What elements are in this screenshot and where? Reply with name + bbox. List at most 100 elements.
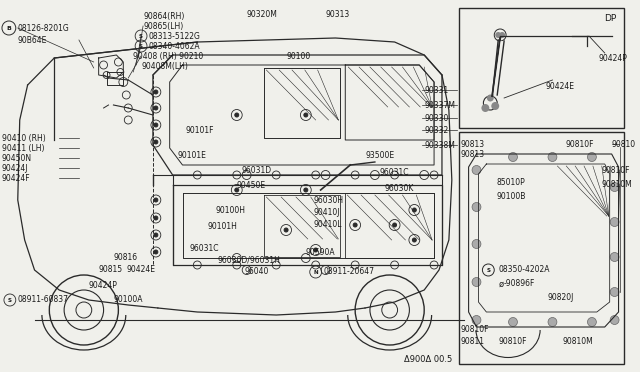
Text: 90424F: 90424F [2, 173, 31, 183]
Text: 90101H: 90101H [207, 221, 237, 231]
Text: 90408M(LH): 90408M(LH) [141, 61, 188, 71]
Circle shape [481, 104, 490, 112]
Text: S: S [486, 267, 490, 273]
Text: 96031C: 96031C [189, 244, 219, 253]
Text: 90410J: 90410J [314, 208, 340, 217]
Text: 90411 (LH): 90411 (LH) [2, 144, 44, 153]
Text: 08340-4062A: 08340-4062A [149, 42, 200, 51]
Circle shape [499, 32, 505, 38]
Text: 08313-5122G: 08313-5122G [149, 32, 201, 41]
Text: B: B [6, 26, 12, 31]
Circle shape [154, 198, 158, 202]
Circle shape [412, 208, 416, 212]
Text: 96040: 96040 [244, 267, 269, 276]
Text: 85010P: 85010P [496, 177, 525, 186]
Text: 96031C: 96031C [380, 167, 410, 176]
Text: 90810M: 90810M [563, 337, 593, 346]
Text: 90424E: 90424E [545, 81, 575, 90]
Circle shape [610, 288, 619, 296]
Text: 90330: 90330 [424, 113, 449, 122]
Text: 90811: 90811 [461, 337, 484, 346]
Circle shape [235, 113, 239, 117]
Text: 90410L: 90410L [314, 219, 342, 228]
Text: 90424E: 90424E [126, 266, 156, 275]
Text: 90816: 90816 [113, 253, 138, 263]
Circle shape [412, 238, 416, 242]
Circle shape [235, 188, 239, 192]
Text: 90332: 90332 [424, 125, 449, 135]
Text: 90100A: 90100A [113, 295, 143, 305]
Circle shape [610, 218, 619, 227]
Text: 90313: 90313 [326, 10, 350, 19]
Circle shape [610, 315, 619, 324]
Circle shape [154, 90, 158, 94]
Bar [459, 8, 625, 128]
Circle shape [610, 183, 619, 192]
Circle shape [304, 113, 308, 117]
Text: DP: DP [604, 13, 616, 22]
Circle shape [509, 153, 517, 161]
Circle shape [304, 188, 308, 192]
Text: 96030H: 96030H [314, 196, 344, 205]
Text: 90424P: 90424P [89, 282, 118, 291]
Text: 90810F: 90810F [565, 140, 594, 148]
Circle shape [472, 315, 481, 324]
Circle shape [588, 153, 596, 161]
Text: 90864(RH): 90864(RH) [143, 12, 184, 20]
Circle shape [472, 240, 481, 248]
Text: 96030K: 96030K [385, 183, 414, 192]
Text: Δ900Δ 00.5: Δ900Δ 00.5 [404, 356, 452, 365]
Text: 90100: 90100 [286, 51, 310, 61]
Circle shape [548, 317, 557, 327]
Text: 90813: 90813 [461, 140, 485, 148]
Circle shape [610, 253, 619, 262]
Circle shape [314, 248, 317, 252]
Text: 08911-20647: 08911-20647 [324, 267, 374, 276]
Text: 90813: 90813 [461, 150, 485, 158]
Text: 90408 (RH) 90210: 90408 (RH) 90210 [133, 51, 204, 61]
Bar [459, 132, 625, 364]
Circle shape [284, 228, 288, 232]
Text: 90815: 90815 [99, 266, 123, 275]
Circle shape [472, 166, 481, 174]
Circle shape [487, 94, 493, 102]
Text: 90320M: 90320M [246, 10, 278, 19]
Text: 90B64E: 90B64E [18, 35, 47, 45]
Text: S: S [139, 44, 143, 48]
Text: 90331: 90331 [424, 86, 449, 94]
Circle shape [588, 317, 596, 327]
Text: 90450N: 90450N [2, 154, 32, 163]
Text: 90100B: 90100B [496, 192, 525, 201]
Text: 90810F: 90810F [602, 166, 630, 174]
Text: S: S [8, 298, 12, 302]
Text: 90810M: 90810M [602, 180, 632, 189]
Text: 90424J: 90424J [2, 164, 28, 173]
Text: 96030D/96031H: 96030D/96031H [217, 256, 280, 264]
Text: 90820J: 90820J [548, 292, 574, 301]
Circle shape [509, 317, 517, 327]
Text: 08126-8201G: 08126-8201G [18, 23, 70, 32]
Text: 93500E: 93500E [365, 151, 394, 160]
Text: 90101E: 90101E [177, 151, 207, 160]
Text: -90896F: -90896F [503, 279, 534, 289]
Circle shape [154, 250, 158, 254]
Text: 90424P: 90424P [599, 54, 628, 62]
Text: 90810F: 90810F [461, 326, 489, 334]
Text: 90338M: 90338M [424, 141, 455, 150]
Circle shape [472, 278, 481, 286]
Circle shape [392, 223, 397, 227]
Text: 90810F: 90810F [498, 337, 527, 346]
Circle shape [154, 140, 158, 144]
Circle shape [154, 216, 158, 220]
Text: N: N [314, 269, 318, 275]
Circle shape [154, 106, 158, 110]
Text: ø: ø [498, 279, 503, 289]
Circle shape [154, 233, 158, 237]
Text: 90865(LH): 90865(LH) [143, 22, 183, 31]
Text: S: S [139, 33, 143, 38]
Text: 08350-4202A: 08350-4202A [498, 266, 550, 275]
Circle shape [154, 123, 158, 127]
Text: 90590A: 90590A [306, 247, 335, 257]
Text: 96031D: 96031D [242, 166, 272, 174]
Circle shape [472, 202, 481, 212]
